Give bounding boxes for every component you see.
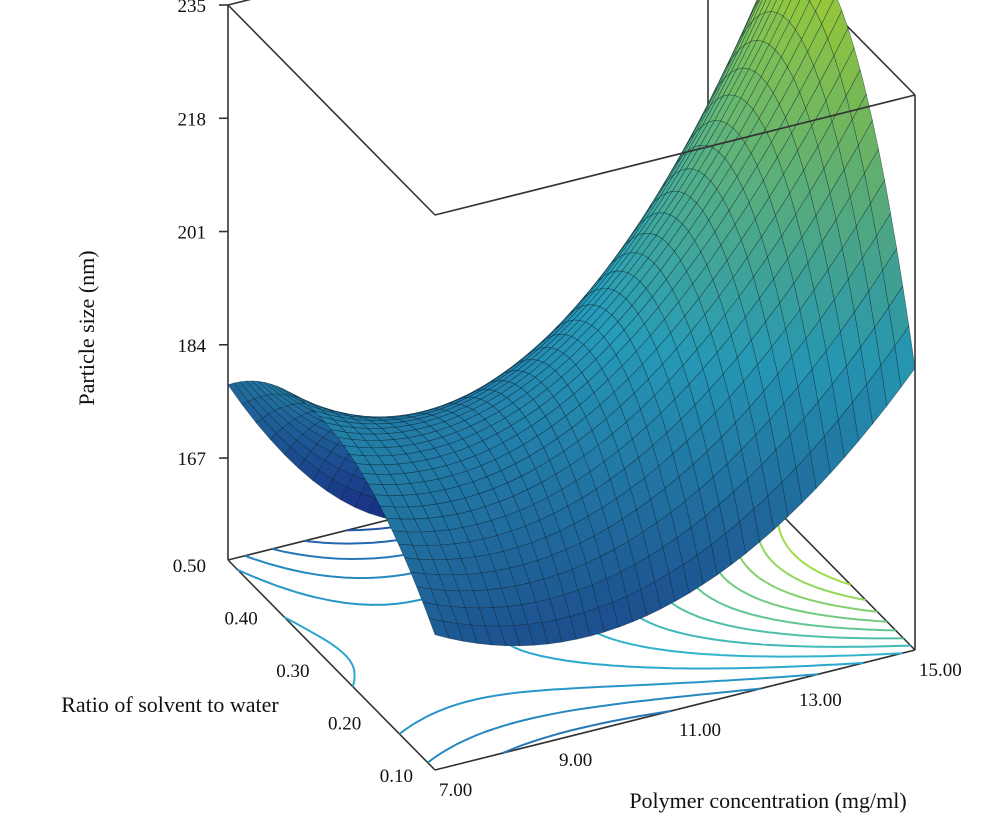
y-tick-label-3: 0.40 [225,609,258,630]
z-tick-label-3: 218 [178,109,207,130]
y-tick-label-0: 0.10 [380,766,413,787]
z-tick-label-4: 235 [178,0,207,17]
response-surface [227,0,916,647]
x-tick-label-1: 9.00 [559,750,592,771]
y-tick-label-2: 0.30 [276,661,309,682]
x-tick-label-4: 15.00 [919,660,962,681]
frame-edge-5 [820,0,916,96]
y-axis-label: Ratio of solvent to water [61,692,279,717]
frame-edge-4 [227,4,436,216]
surface-patch-0-0 [428,617,450,639]
z-axis-label: Particle size (nm) [74,250,99,405]
x-tick-label-0: 7.00 [439,780,472,801]
tick-labels: 167 184 201 218 235 0.10 0.20 0.30 0.40 0.50 7.00 9… [173,0,962,801]
z-tick-label-2: 201 [178,223,207,244]
y-tick-label-4: 0.50 [173,556,206,577]
frame-edge-7 [434,649,916,771]
chart-frame-front [434,94,916,650]
frame-edge-6 [227,559,436,771]
frame-edge-3 [227,0,252,6]
x-axis-label: Polymer concentration (mg/ml) [629,788,906,813]
y-tick-label-1: 0.20 [328,714,361,735]
z-tick-label-0: 167 [178,449,207,470]
frame-front-edge-1 [434,94,916,216]
z-tick-label-1: 184 [178,336,207,357]
x-tick-label-2: 11.00 [679,720,721,741]
x-tick-label-3: 13.00 [799,690,842,711]
